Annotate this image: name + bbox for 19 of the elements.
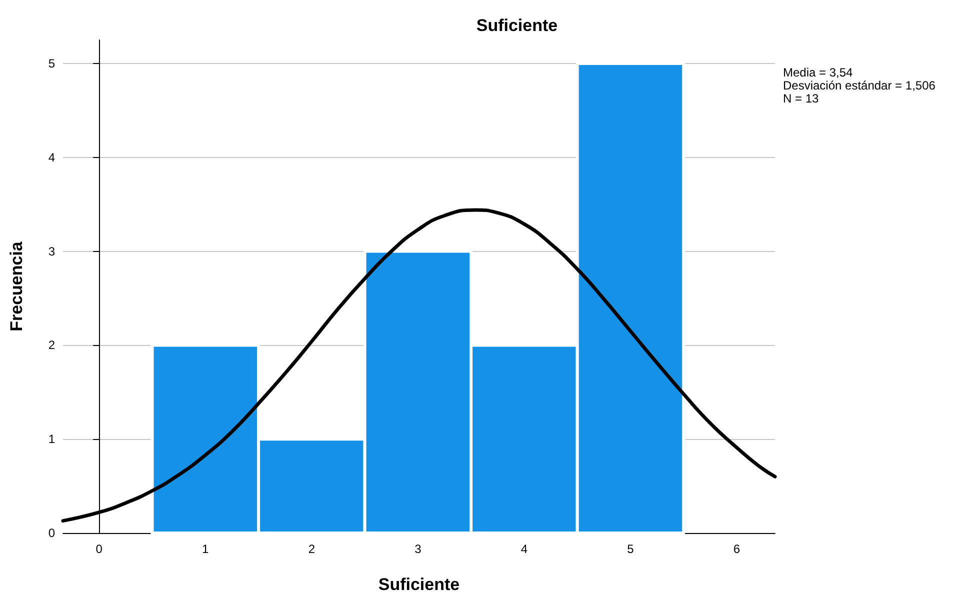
x-tick-label: 1 (202, 542, 210, 556)
x-axis-title: Suficiente (378, 575, 460, 594)
x-tick-label: 3 (414, 542, 422, 556)
y-tick-label: 5 (48, 56, 56, 70)
y-tick-label: 1 (48, 432, 56, 446)
text: N = 13 (783, 92, 820, 106)
text: Desviación estándar = 1,506 (783, 78, 936, 92)
x-tick-label: 0 (96, 542, 103, 556)
y-tick-label: 4 (48, 150, 56, 164)
y-axis-title: Frecuencia (7, 241, 26, 332)
y-tick-label: 3 (48, 244, 56, 258)
chart-title: Suficiente (476, 16, 558, 35)
x-tick-label: 2 (308, 542, 316, 556)
x-tick-label: 6 (733, 542, 740, 556)
x-tick-label: 4 (520, 542, 528, 556)
y-tick-label: 0 (48, 526, 56, 540)
x-tick-label: 5 (627, 542, 634, 556)
y-tick-label: 2 (48, 338, 56, 352)
text: Media = 3,54 (783, 66, 854, 80)
